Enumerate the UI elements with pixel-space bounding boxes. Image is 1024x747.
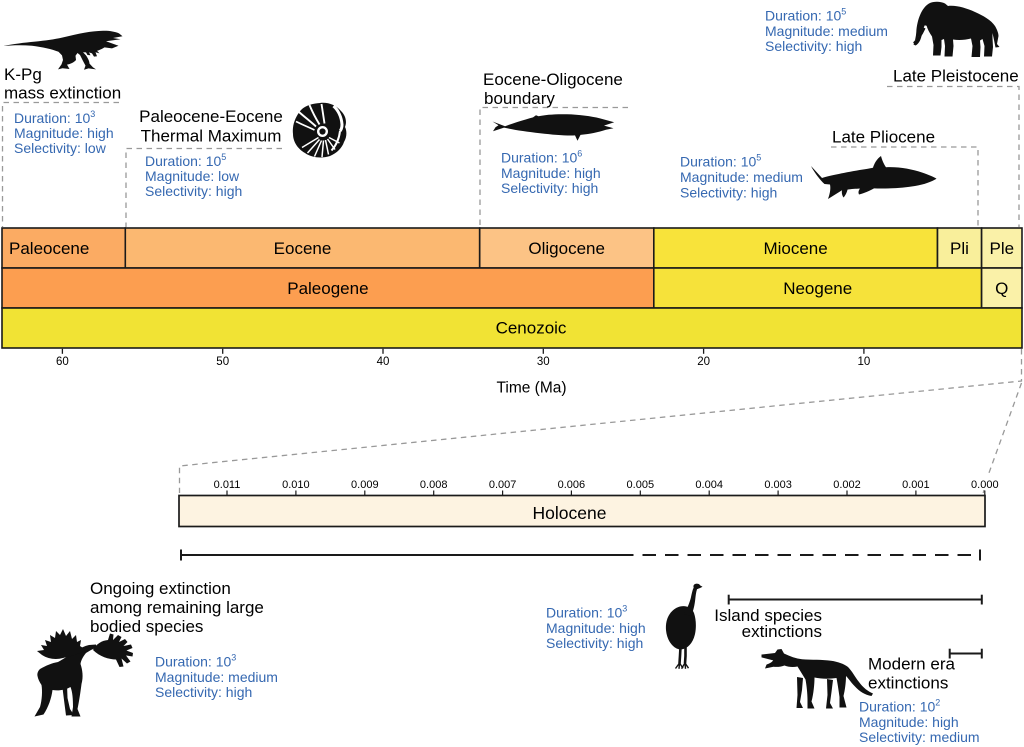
svg-text:Pli: Pli	[950, 239, 969, 258]
svg-text:40: 40	[377, 356, 390, 368]
svg-text:Thermal Maximum: Thermal Maximum	[141, 127, 282, 146]
svg-text:Duration: 102: Duration: 102	[859, 698, 940, 715]
svg-text:Magnitude: medium: Magnitude: medium	[680, 169, 803, 185]
svg-text:Ple: Ple	[990, 239, 1015, 258]
svg-text:Magnitude: high: Magnitude: high	[546, 620, 646, 636]
svg-text:Late Pleistocene: Late Pleistocene	[893, 67, 1019, 86]
svg-text:0.001: 0.001	[902, 479, 930, 491]
svg-text:0.009: 0.009	[351, 479, 379, 491]
svg-text:Ongoing extinction: Ongoing extinction	[90, 579, 231, 598]
svg-text:Miocene: Miocene	[763, 239, 827, 258]
svg-text:Magnitude: low: Magnitude: low	[145, 168, 240, 184]
svg-text:extinctions: extinctions	[742, 622, 822, 641]
svg-text:Selectivity: high: Selectivity: high	[145, 183, 242, 199]
svg-text:Magnitude: medium: Magnitude: medium	[155, 669, 278, 685]
svg-text:Duration: 103: Duration: 103	[546, 604, 627, 621]
svg-text:extinctions: extinctions	[868, 674, 948, 693]
svg-text:Duration: 103: Duration: 103	[155, 653, 236, 670]
svg-text:0.003: 0.003	[764, 479, 792, 491]
svg-text:Selectivity: high: Selectivity: high	[765, 38, 862, 54]
svg-text:Oligocene: Oligocene	[528, 239, 605, 258]
svg-text:Holocene: Holocene	[533, 503, 607, 523]
svg-text:60: 60	[56, 356, 69, 368]
svg-text:Duration: 106: Duration: 106	[501, 149, 582, 166]
svg-text:Magnitude: high: Magnitude: high	[14, 125, 114, 141]
svg-text:mass extinction: mass extinction	[4, 84, 121, 103]
svg-text:Eocene-Oligocene: Eocene-Oligocene	[483, 70, 623, 89]
svg-text:0.008: 0.008	[420, 479, 448, 491]
svg-text:bodied species: bodied species	[90, 617, 203, 636]
svg-text:Eocene: Eocene	[274, 239, 332, 258]
svg-text:Q: Q	[995, 279, 1008, 298]
svg-text:Magnitude: high: Magnitude: high	[859, 714, 959, 730]
svg-text:Neogene: Neogene	[783, 279, 852, 298]
svg-text:Time (Ma): Time (Ma)	[496, 379, 566, 396]
svg-text:Selectivity: high: Selectivity: high	[546, 635, 643, 651]
svg-text:Modern era: Modern era	[868, 655, 955, 674]
svg-text:Magnitude: medium: Magnitude: medium	[765, 23, 888, 39]
svg-text:Duration: 105: Duration: 105	[680, 153, 761, 170]
svg-text:among remaining large: among remaining large	[90, 598, 264, 617]
svg-text:0.007: 0.007	[489, 479, 517, 491]
svg-text:50: 50	[216, 356, 229, 368]
svg-text:Duration: 103: Duration: 103	[14, 109, 95, 126]
svg-text:0.005: 0.005	[627, 479, 655, 491]
svg-text:0.011: 0.011	[214, 479, 241, 491]
svg-text:Magnitude: high: Magnitude: high	[501, 165, 601, 181]
svg-text:Duration: 105: Duration: 105	[145, 152, 226, 169]
svg-text:0.000: 0.000	[971, 479, 999, 491]
svg-text:0.010: 0.010	[282, 479, 310, 491]
svg-text:boundary: boundary	[484, 89, 555, 108]
svg-text:Cenozoic: Cenozoic	[496, 319, 567, 338]
svg-text:30: 30	[537, 356, 550, 368]
svg-text:Selectivity: medium: Selectivity: medium	[859, 729, 980, 745]
svg-text:Paleocene-Eocene: Paleocene-Eocene	[139, 107, 283, 126]
svg-text:0.002: 0.002	[833, 479, 861, 491]
svg-text:Late Pliocene: Late Pliocene	[832, 128, 935, 147]
svg-text:0.004: 0.004	[695, 479, 723, 491]
svg-text:Selectivity: high: Selectivity: high	[501, 180, 598, 196]
svg-text:20: 20	[697, 356, 710, 368]
svg-text:Selectivity: high: Selectivity: high	[155, 684, 252, 700]
svg-text:Paleogene: Paleogene	[287, 279, 368, 298]
svg-text:Selectivity: high: Selectivity: high	[680, 185, 777, 201]
svg-text:Selectivity: low: Selectivity: low	[14, 140, 107, 156]
svg-text:K-Pg: K-Pg	[4, 65, 42, 84]
svg-text:0.006: 0.006	[558, 479, 586, 491]
svg-text:Duration: 105: Duration: 105	[765, 7, 846, 24]
svg-text:Island species: Island species	[714, 606, 822, 625]
svg-text:Paleocene: Paleocene	[9, 239, 89, 258]
svg-text:10: 10	[858, 356, 871, 368]
